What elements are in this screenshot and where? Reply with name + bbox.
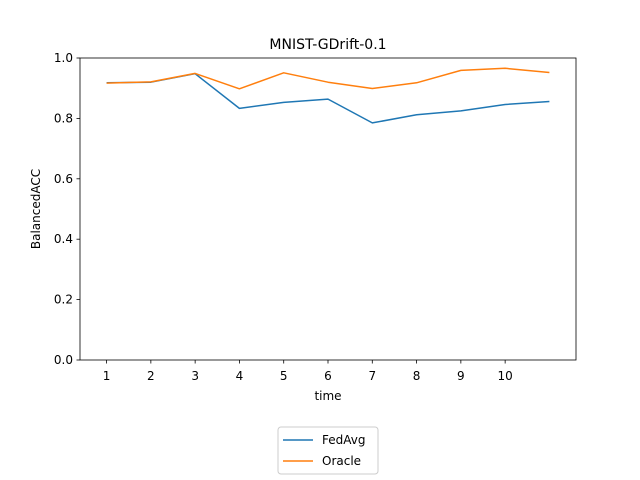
x-tick-label: 5 (280, 369, 288, 383)
series-line-fedavg (106, 72, 550, 124)
legend-label-fedavg: FedAvg (322, 433, 365, 447)
x-tick-label: 2 (147, 369, 155, 383)
axes-frame (79, 57, 577, 361)
x-tick-label: 8 (413, 369, 421, 383)
x-tick-label: 9 (457, 369, 465, 383)
x-tick-label: 6 (324, 369, 332, 383)
legend: FedAvg Oracle (277, 426, 379, 475)
y-axis-label: BalancedACC (29, 169, 43, 249)
y-tick-label: 0.8 (54, 111, 73, 125)
plot-area: 0.0 0.2 0.4 0.6 0.8 1.0 1 2 3 4 5 6 7 8 9 10 (54, 51, 577, 383)
x-tick-label: 3 (191, 369, 199, 383)
y-tick-label: 0.4 (54, 232, 73, 246)
y-tick-label: 0.2 (54, 293, 73, 307)
x-tick-label: 7 (368, 369, 376, 383)
legend-label-oracle: Oracle (322, 454, 361, 468)
x-tick-label: 4 (236, 369, 244, 383)
legend-frame (277, 426, 379, 475)
x-axis-label: time (314, 389, 341, 403)
y-tick-label: 0.6 (54, 172, 73, 186)
y-tick-label: 1.0 (54, 51, 73, 65)
y-tick-label: 0.0 (54, 353, 73, 367)
chart-title: MNIST-GDrift-0.1 (269, 37, 386, 53)
series-line-oracle (106, 67, 550, 90)
x-tick-label: 10 (498, 369, 513, 383)
x-tick-label: 1 (103, 369, 111, 383)
